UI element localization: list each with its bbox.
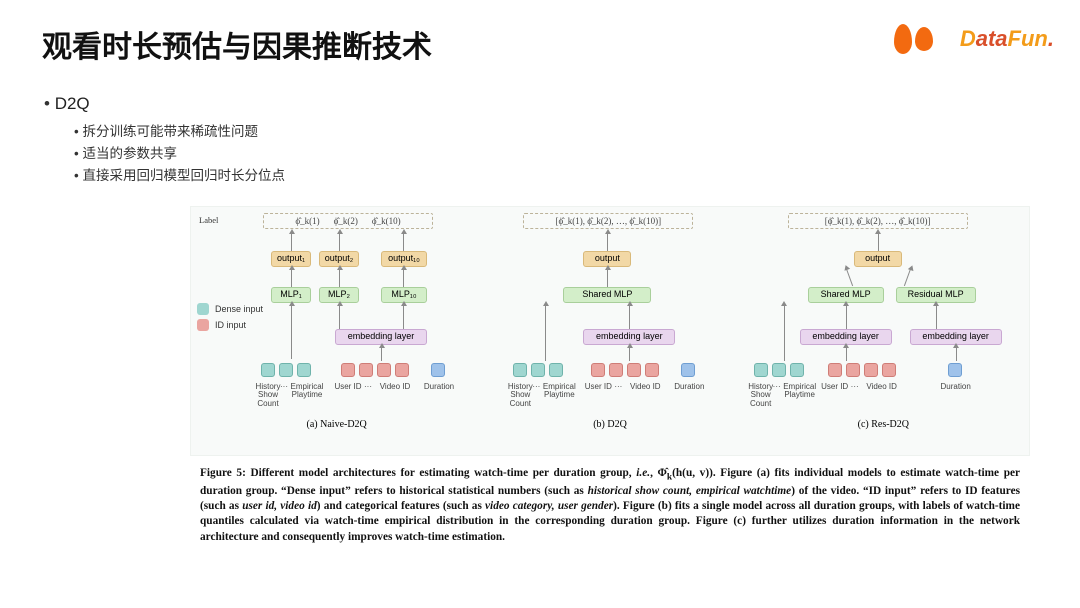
panel-a-label-2: ϕ̂_k(2) (334, 216, 358, 226)
panel-c: [ϕ̂_k(1), ϕ̂_k(2), …, ϕ̂_k(10)] output S… (737, 207, 1029, 432)
panel-b-id-4 (645, 363, 659, 377)
panel-c-in-dur: Duration (936, 383, 976, 391)
panel-a-in-id-1: User ID (333, 383, 363, 391)
panel-a-id-4 (395, 363, 409, 377)
panel-a-dense-3 (297, 363, 311, 377)
datafun-logo: DataFun. (960, 26, 1054, 52)
panel-c-caption: (c) Res-D2Q (738, 419, 1029, 430)
caption-text: Figure 5: Different model architectures … (200, 467, 1020, 543)
panel-b-in-id-2: ··· (611, 383, 625, 391)
panel-a: ϕ̂_k(1) ϕ̂_k(2) ϕ̂_k(10) output₁ output₂… (191, 207, 482, 432)
panel-b-in-dur: Duration (669, 383, 709, 391)
panel-c-labels: [ϕ̂_k(1), ϕ̂_k(2), …, ϕ̂_k(10)] (788, 213, 968, 229)
panel-b-label-vec: [ϕ̂_k(1), ϕ̂_k(2), …, ϕ̂_k(10)] (555, 216, 661, 226)
panel-a-dense-2 (279, 363, 293, 377)
panel-c-dense-2 (772, 363, 786, 377)
panel-b-id-3 (627, 363, 641, 377)
panel-a-dense-1 (261, 363, 275, 377)
panel-a-id-1 (341, 363, 355, 377)
panel-b-in-id-1: User ID (583, 383, 613, 391)
panel-a-in-dense-3: Empirical Playtime (289, 383, 325, 400)
panel-b-id-1 (591, 363, 605, 377)
panel-b-in-id-3: Video ID (627, 383, 663, 391)
panel-c-id-4 (882, 363, 896, 377)
panel-c-dense-3 (790, 363, 804, 377)
panel-b-dense-3 (549, 363, 563, 377)
panel-c-id-1 (828, 363, 842, 377)
panel-b-id-2 (609, 363, 623, 377)
panel-b-caption: (b) D2Q (483, 419, 736, 430)
panel-c-id-3 (864, 363, 878, 377)
bullet-item-3: 直接采用回归模型回归时长分位点 (74, 164, 285, 184)
logo-dot: . (1048, 26, 1054, 51)
panel-a-in-dur: Duration (419, 383, 459, 391)
panel-b: [ϕ̂_k(1), ϕ̂_k(2), …, ϕ̂_k(10)] output S… (482, 207, 736, 432)
panel-c-dur (948, 363, 962, 377)
panel-c-in-id-1: User ID (820, 383, 850, 391)
logo-pre: D (960, 26, 976, 51)
panel-a-labels: ϕ̂_k(1) ϕ̂_k(2) ϕ̂_k(10) (263, 213, 433, 229)
panel-c-output: output (854, 251, 902, 267)
panel-c-in-dense-3: Empirical Playtime (782, 383, 818, 400)
kuaishou-logo-icon (894, 22, 940, 56)
logo-mid: ata (976, 26, 1008, 51)
panel-b-mlp: Shared MLP (563, 287, 651, 303)
bullet-d2q: D2Q (44, 94, 285, 114)
panel-a-label-3: ϕ̂_k(10) (372, 216, 401, 226)
panel-a-label-1: ϕ̂_k(1) (295, 216, 319, 226)
panel-b-in-dense-3: Empirical Playtime (541, 383, 577, 400)
panel-a-caption: (a) Naive-D2Q (191, 419, 482, 430)
panel-a-in-id-3: Video ID (377, 383, 413, 391)
page-title: 观看时长预估与因果推断技术 (42, 22, 432, 66)
bullet-item-1: 拆分训练可能带来稀疏性问题 (74, 120, 285, 140)
panel-b-dur (681, 363, 695, 377)
panel-c-dense-1 (754, 363, 768, 377)
figure-caption: Figure 5: Different model architectures … (200, 466, 1020, 545)
bullet-list: D2Q 拆分训练可能带来稀疏性问题 适当的参数共享 直接采用回归模型回归时长分位… (44, 94, 285, 186)
bullet-item-2: 适当的参数共享 (74, 142, 285, 162)
panel-c-label-vec: [ϕ̂_k(1), ϕ̂_k(2), …, ϕ̂_k(10)] (825, 216, 931, 226)
panel-b-dense-2 (531, 363, 545, 377)
panel-a-dur (431, 363, 445, 377)
panel-c-id-2 (846, 363, 860, 377)
panel-a-id-3 (377, 363, 391, 377)
figure-architectures: Label Dense input ID input ϕ̂_k(1) ϕ̂_k(… (190, 206, 1030, 456)
panel-b-labels: [ϕ̂_k(1), ϕ̂_k(2), …, ϕ̂_k(10)] (523, 213, 693, 229)
panel-b-dense-1 (513, 363, 527, 377)
panel-c-in-id-3: Video ID (864, 383, 900, 391)
panel-a-in-id-2: ··· (361, 383, 375, 391)
panel-a-id-2 (359, 363, 373, 377)
panel-c-in-id-2: ··· (848, 383, 862, 391)
logo-post: Fun (1008, 26, 1048, 51)
